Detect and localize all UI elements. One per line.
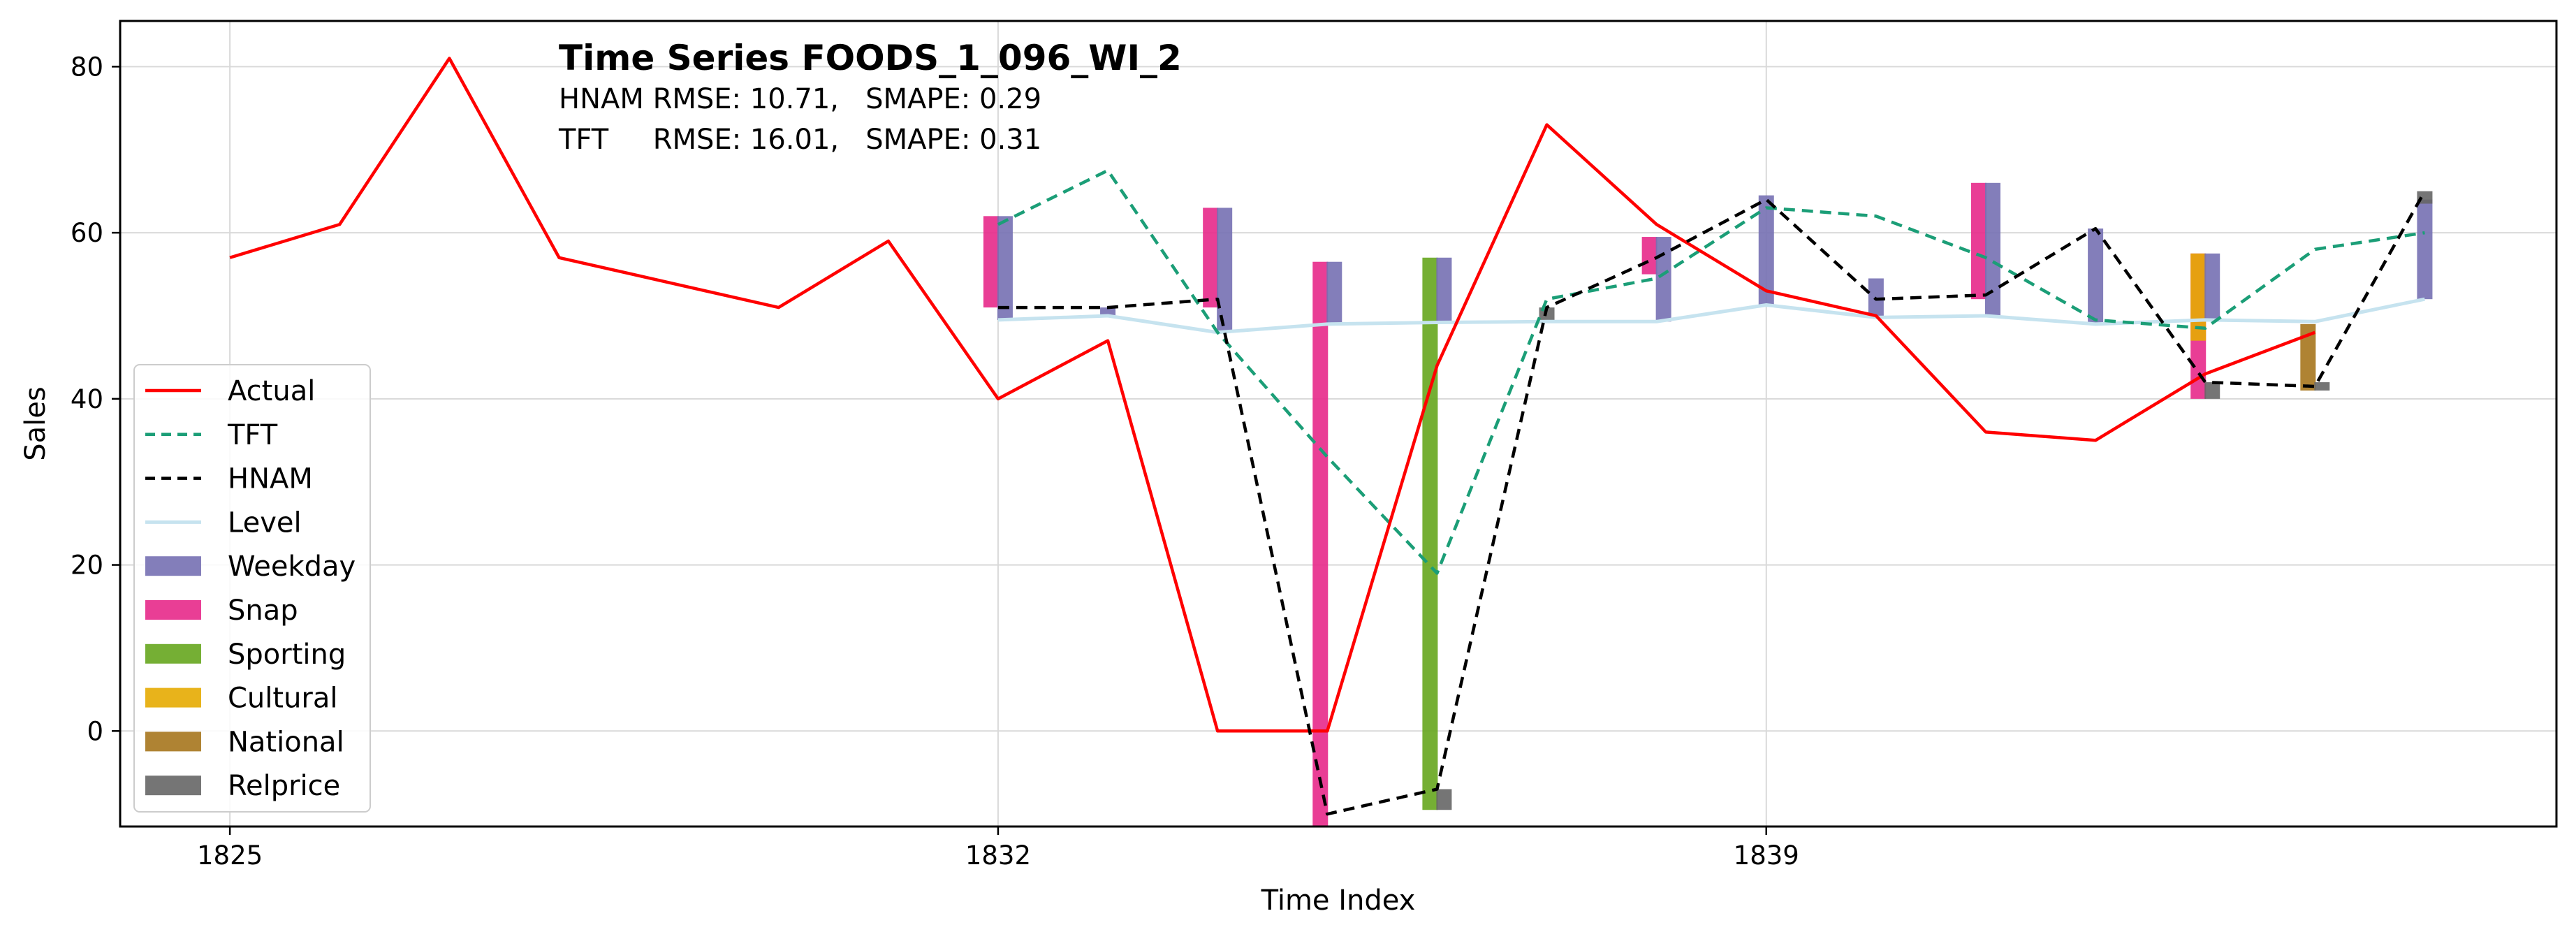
y-axis-label: Sales xyxy=(20,386,52,460)
bar-weekday-1845 xyxy=(2417,199,2433,300)
chart-title: Time Series FOODS_1_096_WI_2 xyxy=(559,38,1182,78)
legend-label-snap: Snap xyxy=(228,595,298,627)
legend-swatch-weekday xyxy=(145,556,201,576)
legend-swatch-sporting xyxy=(145,643,201,664)
bar-weekday-1834 xyxy=(1217,208,1233,333)
y-tick-label: 60 xyxy=(71,218,103,248)
plot-frame xyxy=(119,20,2558,828)
bar-weekday-1842 xyxy=(2088,228,2104,324)
legend-label-cultural: Cultural xyxy=(228,683,338,715)
x-axis-label: Time Index xyxy=(1261,885,1416,917)
series-line-actual xyxy=(229,57,2316,733)
bar-national-1844 xyxy=(2300,323,2316,391)
legend: Actual TFT HNAM Level Weekday Snap Sporting Cul… xyxy=(133,364,371,813)
axis-ticks: 1825 1832 1839 0 20 40 60 80 xyxy=(71,52,1799,871)
legend-swatch-snap xyxy=(145,600,201,620)
bar-weekday-1836 xyxy=(1436,257,1452,323)
bar-snap-1832 xyxy=(983,216,999,308)
y-tick-label: 20 xyxy=(71,551,103,581)
x-tick-label: 1839 xyxy=(1734,840,1799,871)
bar-snap-1841 xyxy=(1970,182,1986,300)
hnam-metrics: HNAM RMSE: 10.71, SMAPE: 0.29 xyxy=(559,83,1041,115)
bar-relprice-1843 xyxy=(2204,382,2220,399)
bar-weekday-1835 xyxy=(1326,261,1342,324)
y-tick-label: 0 xyxy=(87,716,103,746)
bar-snap-1834 xyxy=(1203,208,1219,308)
legend-label-actual: Actual xyxy=(228,375,315,407)
component-bars xyxy=(983,182,2433,827)
bar-relprice-1836 xyxy=(1436,789,1452,810)
bar-weekday-1841 xyxy=(1984,182,2000,316)
legend-label-hnam: HNAM xyxy=(228,463,313,495)
y-tick-label: 40 xyxy=(71,384,103,414)
legend-label-relprice: Relprice xyxy=(228,770,340,802)
bar-sporting-1836 xyxy=(1422,257,1438,810)
y-tick-label: 80 xyxy=(71,52,103,82)
legend-swatch-national xyxy=(145,731,201,752)
grid-lines xyxy=(120,21,2556,827)
series-lines xyxy=(229,57,2427,816)
bar-weekday-1839 xyxy=(1758,195,1774,305)
legend-label-sporting: Sporting xyxy=(228,639,346,671)
series-line-hnam xyxy=(997,190,2427,816)
legend-swatch-cultural xyxy=(145,687,201,708)
bar-weekday-1838 xyxy=(1655,237,1671,322)
bar-weekday-1843 xyxy=(2204,253,2220,320)
bar-weekday-1833 xyxy=(1100,307,1116,316)
legend-label-tft: TFT xyxy=(227,419,278,451)
bar-weekday-1832 xyxy=(997,216,1013,320)
legend-label-weekday: Weekday xyxy=(228,551,356,583)
legend-label-level: Level xyxy=(228,507,302,539)
x-tick-label: 1825 xyxy=(197,840,263,871)
bar-snap-1835 xyxy=(1312,261,1329,827)
legend-label-national: National xyxy=(228,726,344,758)
series-line-tft xyxy=(997,168,2425,575)
bar-snap-1838 xyxy=(1641,237,1657,275)
tft-metrics: TFT RMSE: 16.01, SMAPE: 0.31 xyxy=(558,124,1041,156)
bar-relprice-1844 xyxy=(2314,382,2330,391)
x-tick-label: 1832 xyxy=(965,840,1031,871)
legend-swatch-relprice xyxy=(145,776,201,796)
series-line-level xyxy=(997,297,2425,335)
